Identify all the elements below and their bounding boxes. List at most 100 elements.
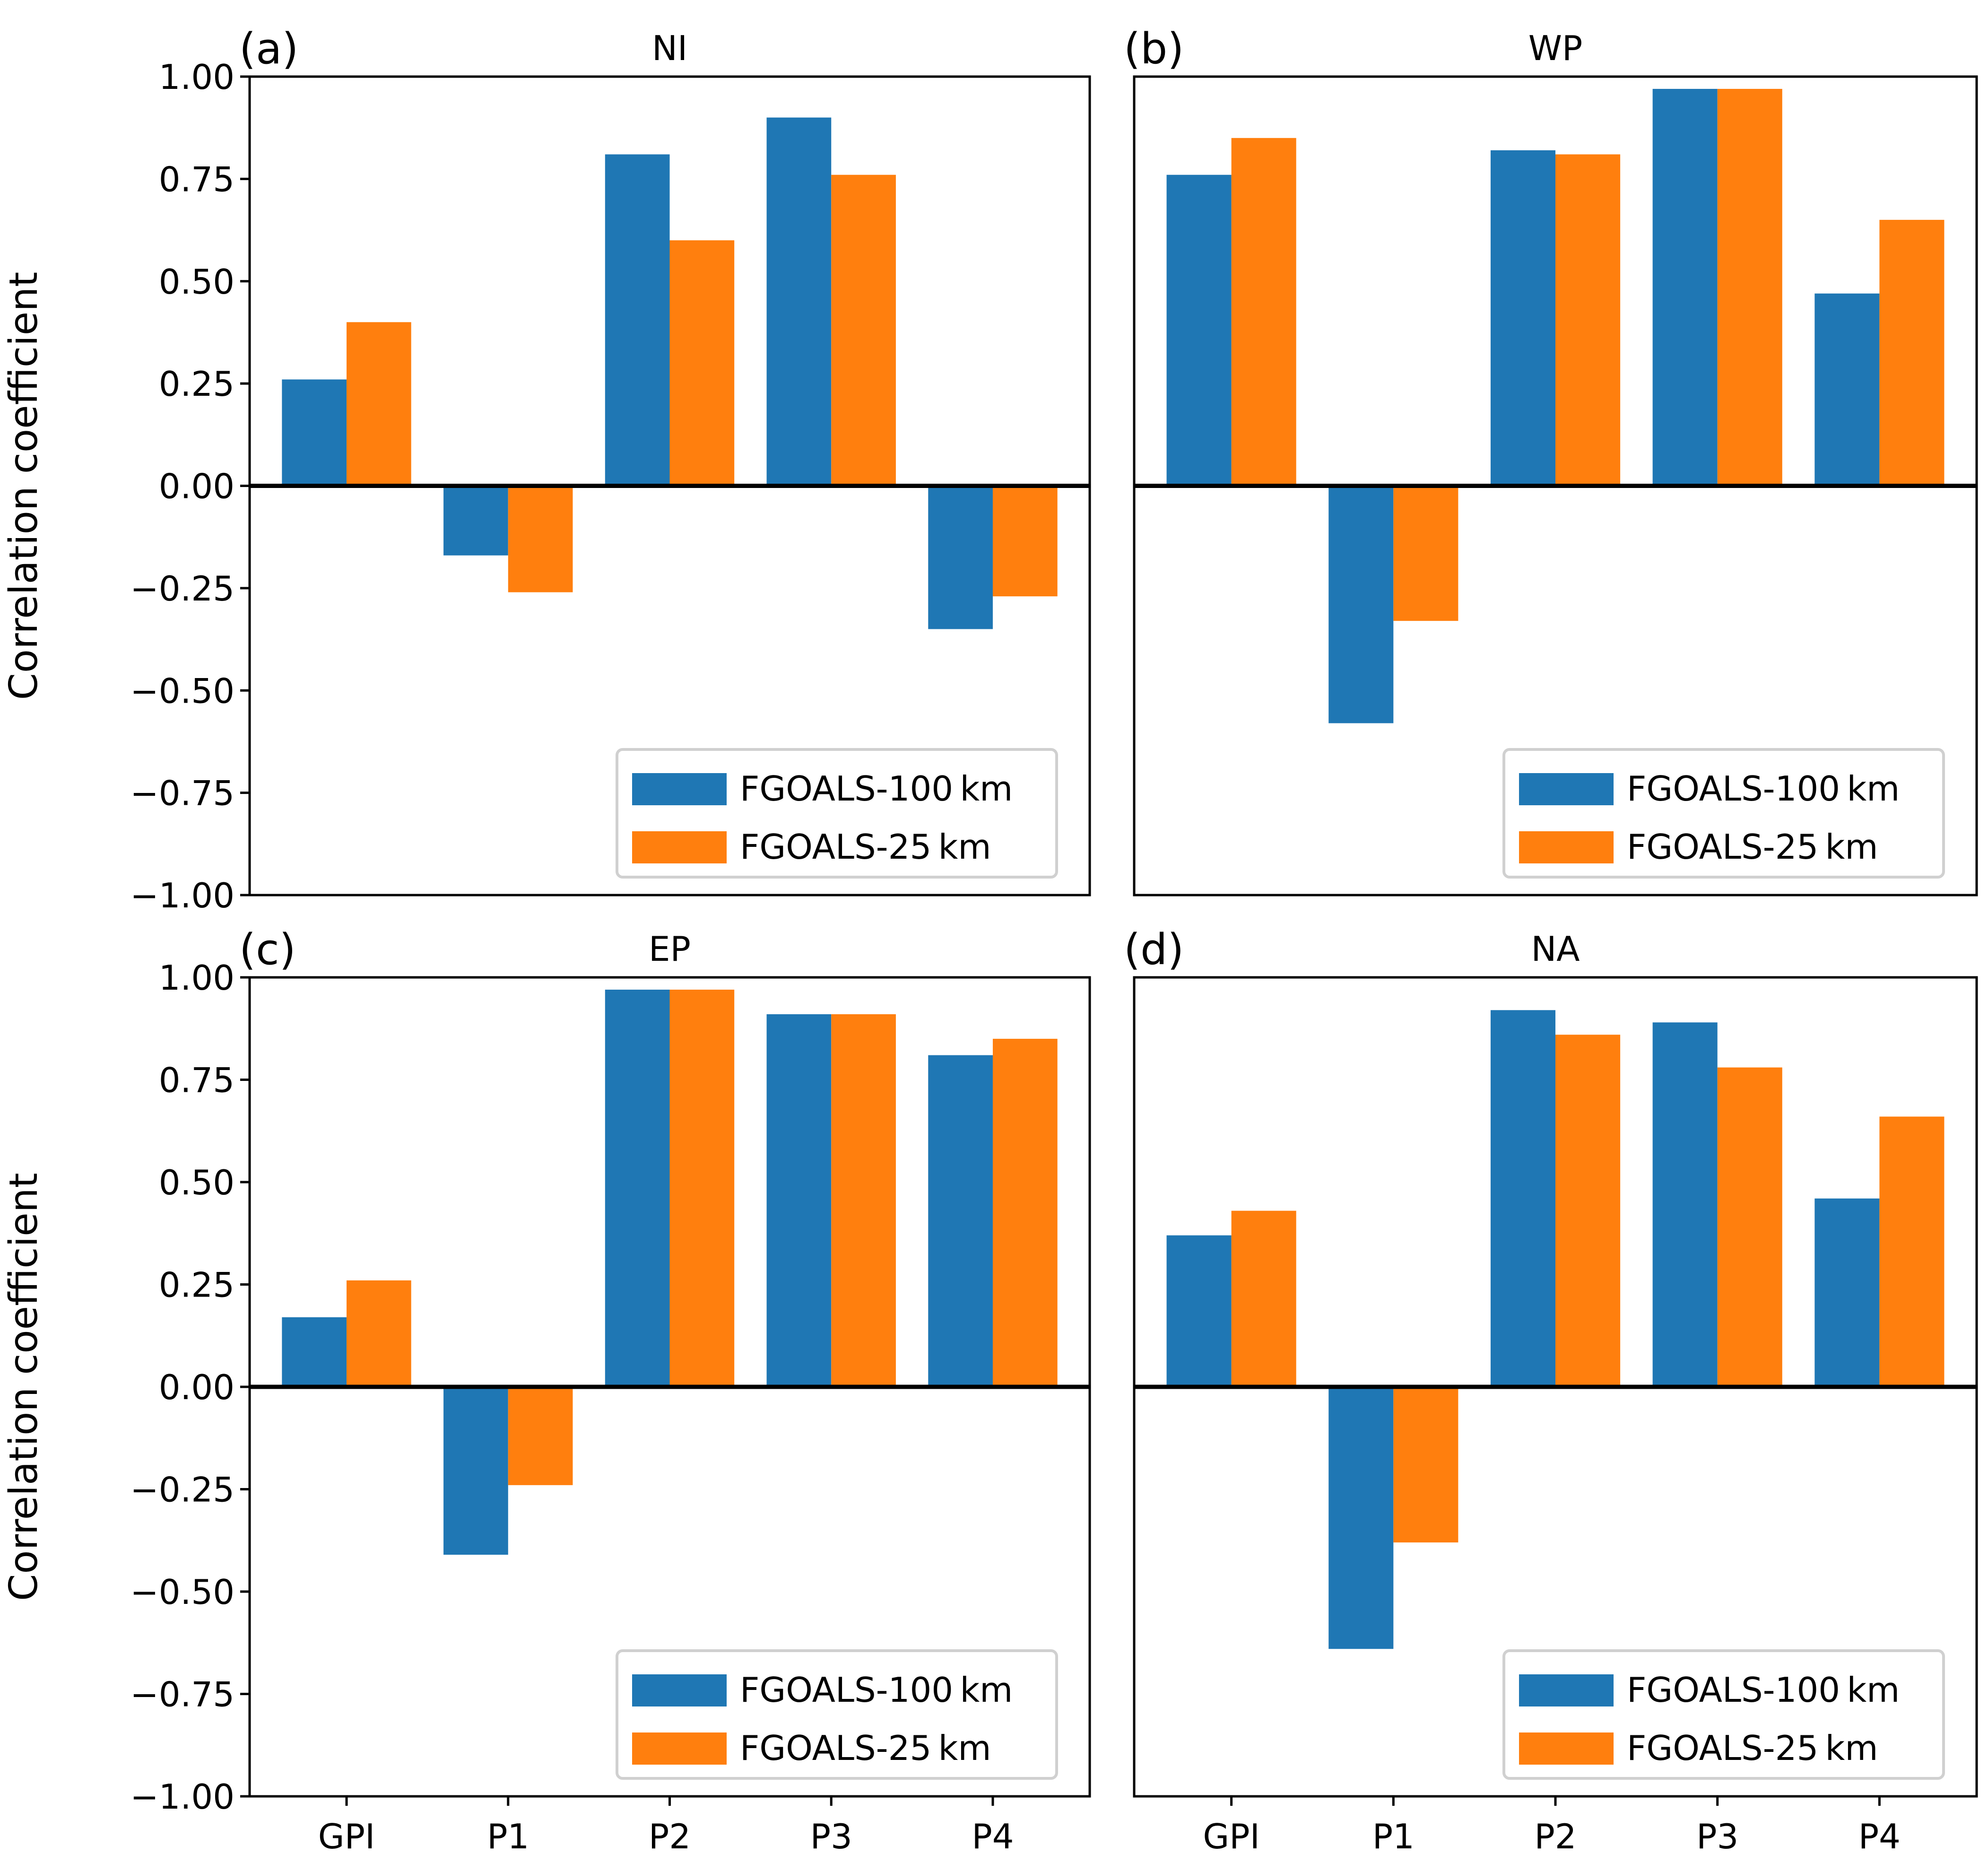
bar-na-p1-series-0 [1328,1387,1394,1649]
bar-ep-p3-series-0 [766,1014,832,1387]
bar-wp-p2-series-0 [1490,150,1555,486]
legend-box [616,1649,1058,1780]
bar-ep-p2-series-0 [605,989,670,1387]
bar-ep-p1-series-0 [443,1387,508,1555]
y-tick-label: 0.50 [159,262,234,302]
y-tick-label: −0.50 [130,671,234,711]
bar-ni-p3-series-1 [831,174,896,486]
legend-swatch-1 [632,831,727,863]
bar-na-p3-series-1 [1717,1067,1782,1387]
bar-ep-p4-series-1 [992,1038,1058,1387]
bar-na-p2-series-0 [1490,1010,1555,1387]
legend-swatch-1 [1519,831,1614,863]
legend-swatch-0 [1519,1674,1614,1706]
y-tick-label: −1.00 [130,876,234,915]
legend-label-0: FGOALS-100 km [740,769,1013,809]
y-tick-label: 0.00 [159,467,234,506]
y-tick-label: −0.25 [130,1470,234,1510]
bar-ep-p3-series-1 [831,1014,896,1387]
bar-wp-p1-series-1 [1393,486,1458,621]
legend-label-1: FGOALS-25 km [1627,827,1878,867]
bar-ep-gpi-series-1 [347,1280,411,1387]
bar-ep-gpi-series-0 [282,1317,347,1387]
legend-box [1502,1649,1945,1780]
bar-ep-p1-series-1 [508,1387,573,1485]
y-tick-label: 0.00 [159,1367,234,1407]
panel-title: NI [652,28,687,68]
legend-swatch-0 [632,773,727,805]
x-tick-label: GPI [318,1817,375,1856]
y-tick-label: 1.00 [159,958,234,998]
y-tick-label: −0.25 [130,569,234,609]
axes-frame [1133,75,1978,897]
bar-ni-p1-series-1 [508,486,573,592]
bar-na-p3-series-0 [1652,1022,1718,1387]
legend-label-1: FGOALS-25 km [1627,1728,1878,1768]
legend-label-1: FGOALS-25 km [740,1728,991,1768]
x-tick-label: GPI [1203,1817,1259,1856]
y-tick-label: 0.75 [159,1061,234,1100]
bar-ni-gpi-series-0 [282,379,347,486]
bar-wp-gpi-series-1 [1231,138,1296,486]
bar-wp-p3-series-0 [1652,88,1718,486]
y-tick-label: 0.25 [159,1265,234,1305]
bar-wp-p1-series-0 [1328,486,1394,723]
x-tick-label: P2 [1534,1817,1576,1856]
bar-na-gpi-series-1 [1231,1210,1296,1387]
x-tick-label: P1 [487,1817,529,1856]
legend-box [616,748,1058,879]
bar-wp-p3-series-1 [1717,88,1782,486]
bar-na-p2-series-1 [1555,1035,1621,1387]
bar-wp-p2-series-1 [1555,154,1621,486]
legend-label-0: FGOALS-100 km [740,1670,1013,1710]
bar-ep-p4-series-0 [928,1055,993,1387]
legend-swatch-1 [632,1732,727,1765]
panel-title: WP [1528,28,1583,68]
legend-swatch-0 [632,1674,727,1706]
y-tick-label: 0.50 [159,1163,234,1202]
legend-label-0: FGOALS-100 km [1627,769,1900,809]
y-tick-label: 0.75 [159,159,234,199]
bar-ni-p3-series-0 [766,117,832,486]
panel-label: (c) [239,925,296,975]
legend-label-0: FGOALS-100 km [1627,1670,1900,1710]
x-tick-label: P2 [649,1817,691,1856]
legend-box [1502,748,1945,879]
y-axis-label: Correlation coefficient [1,272,46,700]
bar-ni-p1-series-0 [443,486,508,556]
bar-wp-p4-series-1 [1879,219,1945,486]
y-tick-label: −0.50 [130,1572,234,1612]
panel-label: (b) [1124,24,1184,74]
y-tick-label: 0.25 [159,364,234,404]
bar-ni-p4-series-0 [928,486,993,629]
bar-na-p4-series-1 [1879,1116,1945,1387]
bar-ni-p4-series-1 [992,486,1058,597]
y-tick-label: −0.75 [130,774,234,813]
y-tick-label: −1.00 [130,1777,234,1817]
panel-label: (a) [239,24,298,74]
x-tick-label: P4 [1858,1817,1901,1856]
y-tick-label: −0.75 [130,1675,234,1715]
bar-na-p4-series-0 [1814,1198,1880,1387]
bar-na-gpi-series-0 [1166,1235,1232,1387]
x-tick-label: P1 [1372,1817,1415,1856]
x-tick-label: P3 [1696,1817,1738,1856]
legend-swatch-1 [1519,1732,1614,1765]
y-tick-label: 1.00 [159,57,234,97]
bar-wp-gpi-series-0 [1166,174,1232,486]
bar-wp-p4-series-0 [1814,293,1880,486]
bar-ep-p2-series-1 [669,989,735,1387]
panel-title: EP [649,929,691,969]
legend-swatch-0 [1519,773,1614,805]
x-tick-label: P4 [972,1817,1014,1856]
bar-na-p1-series-1 [1393,1387,1458,1543]
panel-label: (d) [1124,925,1184,975]
panel-title: NA [1531,929,1580,969]
x-tick-label: P3 [810,1817,852,1856]
bar-ni-p2-series-0 [605,154,670,486]
legend-label-1: FGOALS-25 km [740,827,991,867]
bar-ni-gpi-series-1 [347,322,411,486]
y-axis-label: Correlation coefficient [1,1173,46,1601]
bar-ni-p2-series-1 [669,240,735,486]
